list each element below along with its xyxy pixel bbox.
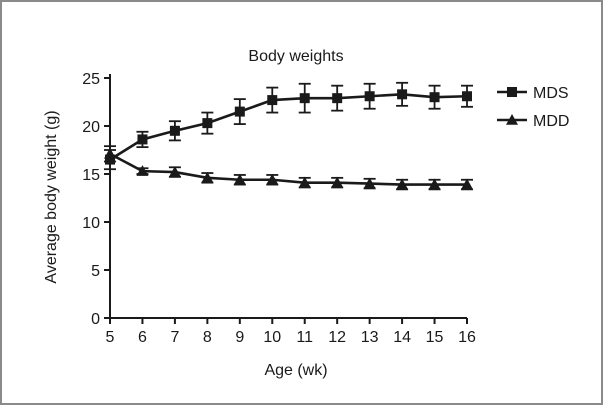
- y-axis-label: Average body weight (g): [43, 110, 60, 283]
- series-line-mdd: [109, 152, 467, 186]
- legend-item-mds: MDS: [497, 85, 569, 102]
- x-tick-label: 5: [106, 329, 115, 346]
- data-point-mdd: [233, 173, 246, 185]
- legend-label-mds: MDS: [533, 85, 569, 102]
- x-tick-label: 9: [235, 329, 244, 346]
- x-tick-label: 12: [328, 329, 346, 346]
- data-point-mds: [234, 106, 245, 117]
- x-tick-label: 10: [263, 329, 281, 346]
- data-point-mds: [397, 89, 408, 100]
- x-tick-label: 13: [361, 329, 379, 346]
- data-point-mds: [169, 125, 180, 136]
- data-point-mds: [202, 118, 213, 129]
- data-point-mdd: [136, 165, 149, 176]
- x-tick-label: 11: [296, 329, 313, 346]
- data-point-mdd: [104, 147, 116, 159]
- x-tick-label: 8: [203, 329, 212, 346]
- data-point-mdd: [396, 178, 409, 190]
- series-mdd: [104, 145, 473, 191]
- x-tick-label: 15: [426, 329, 444, 346]
- chart-title: Body weights: [248, 48, 343, 65]
- data-point-mdd: [461, 178, 473, 190]
- data-point-mdd: [168, 166, 181, 177]
- series-line-mds: [109, 93, 468, 161]
- data-point-mdd: [266, 173, 279, 185]
- data-point-mds: [332, 93, 343, 104]
- series-mds: [104, 81, 473, 171]
- y-tick-label: 20: [82, 119, 100, 136]
- data-point-mds: [299, 93, 310, 104]
- data-point-mds: [364, 91, 375, 102]
- data-point-mdd: [363, 177, 376, 189]
- y-tick-label: 0: [91, 311, 100, 328]
- data-point-mds: [462, 91, 472, 102]
- x-axis-label: Age (wk): [264, 362, 327, 379]
- legend-item-mdd: MDD: [497, 113, 569, 130]
- data-point-mdd: [201, 171, 214, 183]
- x-tick-label: 7: [170, 329, 179, 346]
- data-point-mds: [267, 95, 278, 106]
- x-tick-label: 14: [393, 329, 411, 346]
- y-tick-label: 5: [91, 263, 100, 280]
- x-tick-label: 6: [138, 329, 147, 346]
- y-tick-label: 15: [82, 167, 100, 184]
- data-point-mds: [137, 134, 148, 145]
- legend-label-mdd: MDD: [533, 113, 569, 130]
- series-layer: [104, 81, 473, 191]
- data-point-mdd: [298, 176, 311, 188]
- y-tick-label: 25: [82, 71, 100, 88]
- data-point-mdd: [331, 176, 344, 188]
- legend: MDS MDD: [497, 85, 569, 130]
- legend-marker-mdd: [506, 114, 518, 125]
- y-tick-label: 10: [82, 215, 100, 232]
- x-tick-label: 16: [458, 329, 476, 346]
- legend-marker-mds: [507, 87, 517, 97]
- data-point-mdd: [428, 178, 441, 190]
- data-point-mds: [429, 92, 440, 103]
